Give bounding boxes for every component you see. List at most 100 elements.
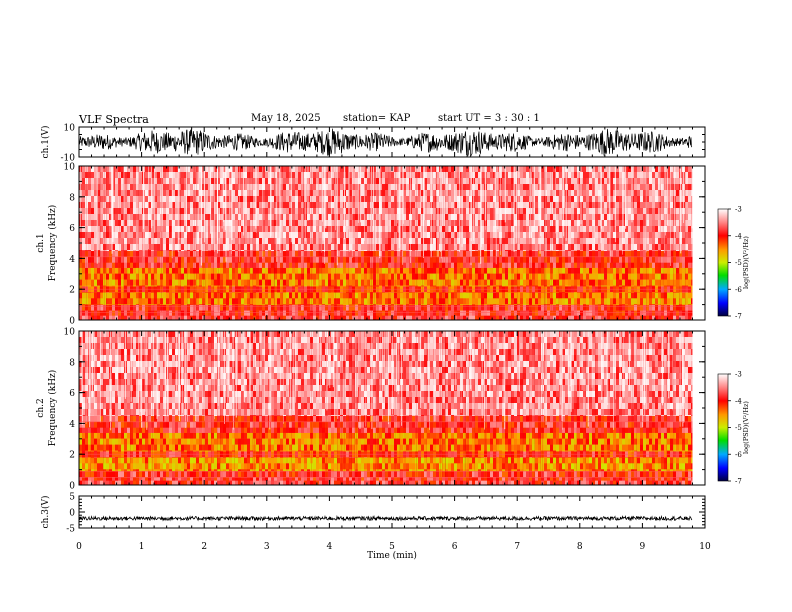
spectrogram-cell (121, 304, 125, 305)
spectrogram-cell (166, 267, 170, 274)
spectrogram-cell (118, 226, 122, 233)
spectrogram-cell (301, 184, 305, 191)
spectrogram-cell (172, 315, 176, 321)
spectrogram-cell (451, 304, 455, 305)
spectrogram-cell (160, 256, 164, 263)
spectrogram-cell (322, 208, 326, 215)
spectrogram-cell (508, 285, 512, 287)
spectrogram-cell (241, 238, 245, 245)
spectrogram-cell (394, 298, 398, 305)
spectrogram-cell (466, 172, 470, 179)
spectrogram-cell (565, 250, 569, 257)
spectrogram-cell (166, 279, 170, 286)
spectrogram-cell (331, 184, 335, 191)
spectrogram-cell (85, 279, 89, 286)
spectrogram-cell (313, 220, 317, 227)
spectrogram-cell (520, 244, 524, 251)
spectrogram-cell (340, 220, 344, 227)
spectrogram-cell (106, 256, 110, 263)
spectrogram-cell (481, 273, 485, 280)
spectrogram-cell (103, 279, 107, 286)
spectrogram-cell (175, 267, 179, 274)
spectrogram-cell (505, 310, 509, 316)
spectrogram-cell (286, 298, 290, 305)
spectrogram-cell (553, 285, 557, 287)
spectrogram-cell (163, 310, 167, 316)
spectrogram-cell (511, 220, 515, 227)
spectrogram-cell (421, 262, 425, 268)
spectrogram-cell (199, 304, 203, 305)
spectrogram-cell (259, 238, 263, 245)
spectrogram-cell (79, 267, 83, 274)
spectrogram-cell (337, 208, 341, 215)
spectrogram-cell (160, 279, 164, 286)
spectrogram-cell (466, 267, 470, 274)
spectrogram-cell (433, 304, 437, 305)
spectrogram-cell (346, 285, 350, 287)
spectrogram-cell (508, 250, 512, 257)
spectrogram-cell (202, 214, 206, 221)
spectrogram-cell (118, 220, 122, 227)
spectrogram-cell (442, 232, 446, 239)
spectrogram-cell (526, 232, 530, 239)
spectrogram-cell (373, 267, 377, 274)
spectrogram-cell (97, 292, 101, 299)
spectrogram-cell (325, 315, 329, 321)
spectrogram-cell (370, 250, 374, 257)
spectrogram-cell (400, 220, 404, 227)
spectrogram-cell (361, 304, 365, 311)
spectrogram-cell (322, 250, 326, 257)
spectrogram-cell (367, 220, 371, 227)
spectrogram-cell (223, 304, 227, 305)
spectrogram-cell (154, 292, 158, 299)
spectrogram-cell (490, 196, 494, 203)
spectrogram-cell (457, 292, 461, 299)
spectrogram-cell (175, 310, 179, 316)
spectrogram-cell (385, 184, 389, 191)
spectrogram-cell (391, 238, 395, 245)
spectrogram-cell (157, 232, 161, 239)
spectrogram-cell (100, 256, 104, 263)
spectrogram-cell (109, 267, 113, 274)
spectrogram-cell (523, 310, 527, 316)
spectrogram-cell (361, 304, 365, 305)
spectrogram-cell (283, 178, 287, 185)
spectrogram-cell (193, 238, 197, 245)
spectrogram-cell (355, 172, 359, 179)
spectrogram-cell (511, 310, 515, 316)
spectrogram-cell (490, 250, 494, 257)
spectrogram-cell (526, 262, 530, 268)
spectrogram-cell (265, 214, 269, 221)
spectrogram-cell (325, 190, 329, 197)
spectrogram-cell (415, 172, 419, 179)
spectrogram-cell (178, 226, 182, 233)
spectrogram-cell (445, 256, 449, 263)
spectrogram-cell (526, 267, 530, 274)
spectrogram-cell (214, 172, 218, 179)
spectrogram-cell (343, 304, 347, 311)
spectrogram-cell (496, 267, 500, 274)
spectrogram-cell (250, 298, 254, 305)
spectrogram-cell (487, 196, 491, 203)
spectrogram-cell (259, 250, 263, 251)
spectrogram-cell (160, 304, 164, 305)
spectrogram-cell (154, 244, 158, 251)
spectrogram-cell (418, 250, 422, 257)
spectrogram-cell (361, 244, 365, 251)
spectrogram-cell (298, 250, 302, 257)
spectrogram-cell (82, 238, 86, 245)
spectrogram-cell (160, 250, 164, 251)
spectrogram-cell (163, 202, 167, 209)
spectrogram-cell (493, 172, 497, 179)
spectrogram-cell (235, 304, 239, 311)
spectrogram-cell (556, 250, 560, 251)
spectrogram-cell (91, 166, 95, 173)
spectrogram-cell (553, 238, 557, 245)
spectrogram-cell (541, 273, 545, 280)
spectrogram-cell (268, 310, 272, 316)
spectrogram-cell (262, 166, 266, 173)
spectrogram-cell (382, 214, 386, 221)
spectrogram-cell (85, 202, 89, 209)
spectrogram-cell (571, 244, 575, 251)
spectrogram-cell (355, 190, 359, 197)
